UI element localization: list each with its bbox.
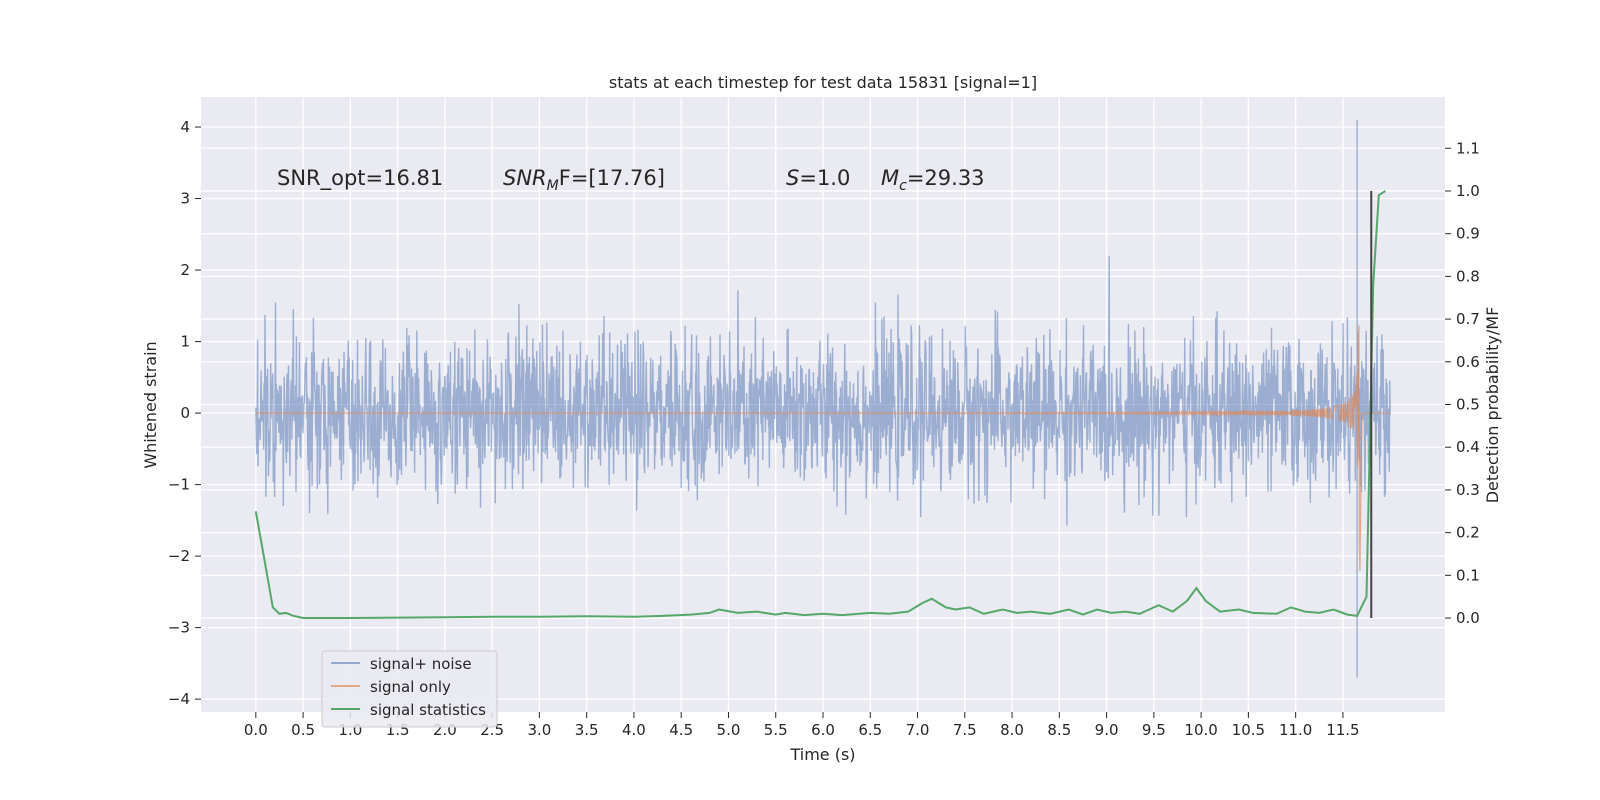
x-axis-ticks: 0.0 0.5 1.0 1.5 2.0 2.5 3.0 3.5 4.0 4.5 5.0 5.5 6.0 6… xyxy=(244,712,1360,739)
y-right-tick-label-11: 0.0 xyxy=(1456,609,1480,627)
legend-label-signal-only: signal only xyxy=(370,678,451,696)
legend: signal+ noise signal only signal statist… xyxy=(321,650,498,728)
s-variable: S xyxy=(786,166,799,190)
s-value: =1.0 xyxy=(799,166,850,190)
x-tick-label-14: 7.0 xyxy=(906,721,930,739)
x-tick-label-19: 9.5 xyxy=(1142,721,1166,739)
y-right-tick-label-6: 0.5 xyxy=(1456,396,1480,414)
y-axis-ticks: 4 3 2 1 0 −1 −2 −3 −4 xyxy=(168,118,201,708)
signal-only-line xyxy=(255,325,1391,571)
y-axis-label: Whitened strain xyxy=(141,341,160,468)
x-tick-label-23: 11.5 xyxy=(1326,721,1359,739)
y-tick-label-7: −3 xyxy=(168,619,190,637)
annotation-snr-opt: SNR_opt=16.81 xyxy=(277,166,443,191)
annotation-snr-mf: SNRMF=[17.76] xyxy=(503,166,665,194)
y-right-tick-label-9: 0.2 xyxy=(1456,524,1480,542)
y-tick-label-0: 4 xyxy=(180,118,190,136)
x-tick-label-20: 10.0 xyxy=(1184,721,1217,739)
x-tick-label-8: 4.0 xyxy=(622,721,646,739)
y-right-tick-label-5: 0.6 xyxy=(1456,353,1480,371)
mc-subscript: c xyxy=(899,178,907,194)
y-right-tick-label-10: 0.1 xyxy=(1456,566,1480,584)
snr-mf-subscript: M xyxy=(547,178,559,194)
y-tick-label-6: −2 xyxy=(168,547,190,565)
legend-label-signal-statistics: signal statistics xyxy=(370,701,486,719)
x-tick-label-16: 8.0 xyxy=(1000,721,1024,739)
snr-mf-value: F=[17.76] xyxy=(559,166,665,190)
x-tick-label-7: 3.5 xyxy=(575,721,599,739)
y-right-tick-label-3: 0.8 xyxy=(1456,267,1480,285)
annotation-mc: Mc=29.33 xyxy=(881,166,985,194)
snr-mf-label: SNR xyxy=(503,166,547,190)
y-tick-label-3: 1 xyxy=(180,333,190,351)
y-right-tick-label-1: 1.0 xyxy=(1456,182,1480,200)
y-right-tick-label-7: 0.4 xyxy=(1456,438,1480,456)
signal-statistics-line xyxy=(254,190,1386,619)
y-right-tick-label-2: 0.9 xyxy=(1456,225,1480,243)
y-tick-label-2: 2 xyxy=(180,261,190,279)
chart-title: stats at each timestep for test data 158… xyxy=(609,73,1037,92)
legend-box xyxy=(321,650,498,728)
x-tick-label-18: 9.0 xyxy=(1095,721,1119,739)
y-right-tick-label-0: 1.1 xyxy=(1456,139,1480,157)
x-tick-label-6: 3.0 xyxy=(527,721,551,739)
y-right-axis-label: Detection probability/MF xyxy=(1483,307,1502,504)
x-tick-label-10: 5.0 xyxy=(717,721,741,739)
x-tick-label-17: 8.5 xyxy=(1047,721,1071,739)
x-tick-label-13: 6.5 xyxy=(858,721,882,739)
y-right-tick-label-4: 0.7 xyxy=(1456,310,1480,328)
x-tick-label-22: 11.0 xyxy=(1279,721,1312,739)
y-tick-label-8: −4 xyxy=(168,690,190,708)
y-tick-label-1: 3 xyxy=(180,190,190,208)
x-tick-label-1: 0.5 xyxy=(291,721,315,739)
x-tick-label-15: 7.5 xyxy=(953,721,977,739)
y-tick-label-5: −1 xyxy=(168,476,190,494)
x-tick-label-21: 10.5 xyxy=(1232,721,1265,739)
grid-lines xyxy=(201,97,1445,712)
y-right-tick-label-8: 0.3 xyxy=(1456,481,1480,499)
x-axis-label: Time (s) xyxy=(789,745,855,764)
x-tick-label-12: 6.0 xyxy=(811,721,835,739)
series-signal-statistics xyxy=(254,190,1386,619)
x-tick-label-9: 4.5 xyxy=(669,721,693,739)
legend-label-signal-plus-noise: signal+ noise xyxy=(370,655,472,673)
mc-value: =29.33 xyxy=(907,166,985,190)
annotation-s: S=1.0 xyxy=(786,166,850,190)
x-tick-label-11: 5.5 xyxy=(764,721,788,739)
series-signal-only xyxy=(255,325,1391,571)
y-right-axis-ticks: 1.1 1.0 0.9 0.8 0.7 0.6 0.5 0.4 0.3 0.2 0.1 0.0 xyxy=(1445,139,1480,627)
mc-variable: M xyxy=(881,166,899,190)
y-tick-label-4: 0 xyxy=(180,404,190,422)
x-tick-label-0: 0.0 xyxy=(244,721,268,739)
